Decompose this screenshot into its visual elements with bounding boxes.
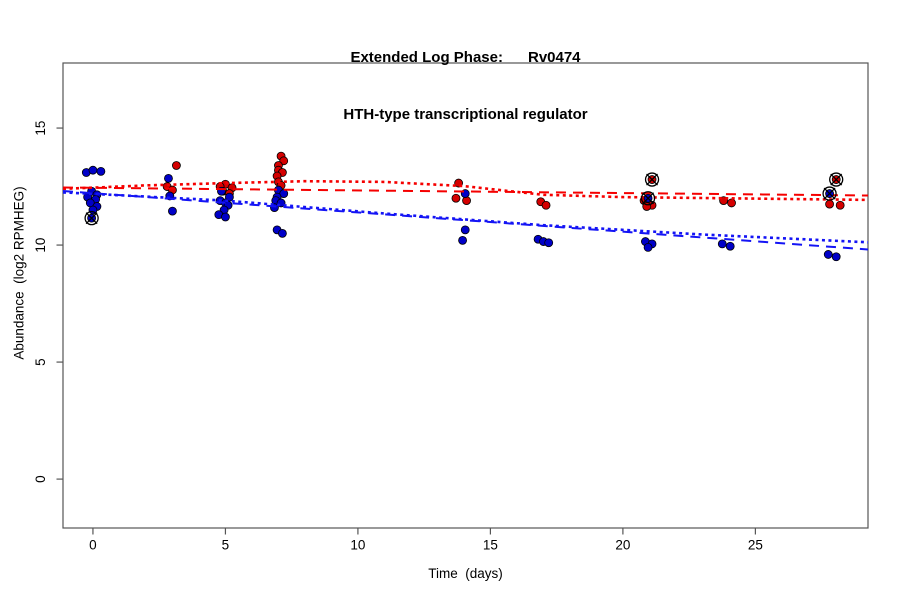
chart-title-line2: HTH-type transcriptional regulator	[343, 106, 588, 123]
condition-red-point	[541, 200, 551, 210]
x-tick-label: 20	[615, 538, 630, 553]
plot-border	[62, 62, 869, 529]
condition-red-point	[727, 198, 736, 208]
condition-blue-point	[458, 235, 467, 245]
condition-blue-point	[717, 239, 727, 249]
y-tick-label: 15	[33, 121, 48, 136]
condition-blue-point	[164, 173, 173, 183]
condition-blue-point	[96, 166, 106, 176]
flag-circle-icon	[84, 211, 99, 226]
condition-blue-point	[831, 252, 841, 262]
y-tick-label: 0	[33, 475, 48, 483]
condition-blue-point	[278, 228, 287, 238]
flag-x-icon	[642, 192, 655, 205]
condition-red-point	[451, 193, 461, 203]
flag-circle-icon	[822, 186, 837, 201]
x-tick-label: 0	[89, 538, 97, 553]
chart-title-line1: Extended Log Phase: Rv0474	[350, 49, 581, 66]
flag-circle-icon	[644, 172, 660, 187]
condition-blue-point	[544, 238, 554, 248]
x-axis-label: Time (days)	[428, 566, 503, 581]
condition-red-point	[835, 200, 845, 210]
y-axis-label: Abundance (log2 RPMHEG)	[11, 186, 27, 360]
flag-circle-icon	[829, 172, 844, 187]
y-tick-label: 5	[33, 358, 48, 366]
x-tick-label: 25	[748, 538, 763, 553]
x-tick-label: 5	[222, 538, 230, 553]
condition-blue-point	[221, 212, 230, 222]
flag-circle-icon	[640, 191, 656, 206]
condition-red-point	[825, 199, 834, 209]
flag-x-icon	[85, 212, 98, 225]
condition-blue-point	[643, 243, 653, 252]
flag-x-icon	[830, 173, 843, 186]
flag-x-icon	[823, 187, 836, 200]
condition-blue-point	[168, 206, 177, 216]
x-tick-label: 15	[483, 538, 498, 553]
condition-blue-point	[88, 165, 98, 175]
condition-blue-trend-dashed-line	[62, 190, 869, 251]
condition-red-trend-dotted-line	[62, 179, 869, 202]
chart-title: Extended Log Phase: Rv0474 HTH-type tran…	[63, 10, 868, 162]
condition-blue-point	[460, 225, 470, 235]
condition-red-trend-dashed-line	[62, 186, 869, 197]
y-tick-label: 10	[33, 238, 48, 253]
condition-blue-point	[823, 250, 833, 259]
condition-red-point	[172, 161, 181, 170]
condition-red-point	[462, 196, 471, 206]
flag-x-icon	[646, 173, 659, 186]
x-tick-label: 10	[350, 538, 365, 553]
condition-blue-point	[725, 241, 735, 251]
